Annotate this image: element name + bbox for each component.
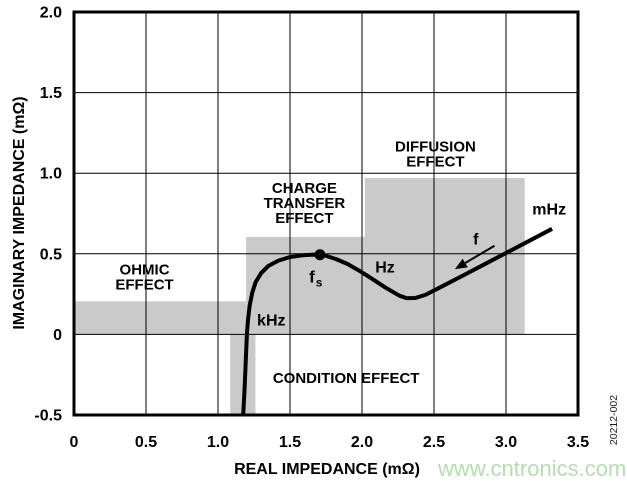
region-label-diffusion-effect: DIFFUSION EFFECT xyxy=(395,138,476,170)
x-tick-label: 3.5 xyxy=(567,434,589,451)
y-tick-label: 0.5 xyxy=(40,246,62,263)
frequency-label-mhz: mHz xyxy=(532,201,566,218)
frequency-direction-arrowhead-icon xyxy=(454,258,468,270)
annotations-layer: OHMIC EFFECT CHARGE TRANSFER EFFECT DIFFUSION… xyxy=(115,138,566,387)
frequency-direction-label: f xyxy=(473,231,479,248)
x-tick-label: 3.0 xyxy=(495,434,517,451)
x-tick-label: 2.0 xyxy=(351,434,373,451)
resonance-frequency-marker xyxy=(314,249,326,261)
y-axis-title: IMAGINARY IMPEDANCE (mΩ) xyxy=(11,96,28,329)
x-tick-label: 0 xyxy=(70,434,79,451)
y-tick-label: 2.0 xyxy=(40,5,62,22)
frequency-label-hz: Hz xyxy=(375,260,395,277)
watermark-text: www.cntronics.com xyxy=(437,456,626,481)
tick-labels-layer: 0 0.5 1.0 1.5 2.0 2.5 3.0 3.5 -0.5 0 0.5 1.0 1.5 2.0 xyxy=(34,5,589,452)
frequency-label-khz: kHz xyxy=(257,313,285,330)
plot-frame xyxy=(72,10,580,417)
region-ohmic-effect xyxy=(74,301,247,335)
figure-number: 20212-002 xyxy=(608,395,620,445)
y-tick-label: -0.5 xyxy=(34,408,62,425)
x-tick-label: 2.5 xyxy=(423,434,445,451)
frequency-direction-arrow-shaft xyxy=(464,244,495,264)
y-tick-label: 1.5 xyxy=(40,85,62,102)
region-label-ohmic-effect: OHMIC EFFECT xyxy=(115,262,173,294)
y-tick-label: 0 xyxy=(53,327,62,344)
y-tick-label: 1.0 xyxy=(40,166,62,183)
region-label-condition-effect: CONDITION EFFECT xyxy=(273,370,420,387)
x-tick-label: 1.5 xyxy=(279,434,301,451)
region-label-charge-transfer-effect: CHARGE TRANSFER EFFECT xyxy=(264,180,346,227)
impedance-curve-layer xyxy=(241,227,554,416)
x-tick-label: 0.5 xyxy=(135,434,157,451)
x-tick-label: 1.0 xyxy=(207,434,229,451)
gridlines-layer xyxy=(74,12,578,415)
resonance-frequency-label: fs xyxy=(309,267,323,289)
x-axis-title: REAL IMPEDANCE (mΩ) xyxy=(234,461,420,478)
